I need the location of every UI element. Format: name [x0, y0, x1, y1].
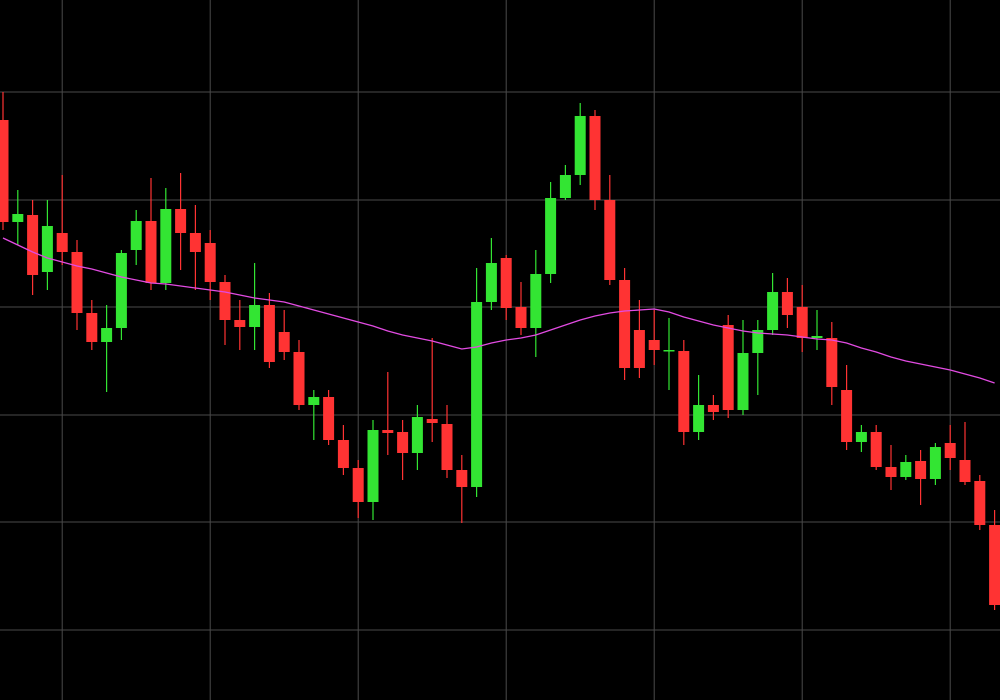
- candle-body: [944, 443, 956, 458]
- candle-body: [41, 226, 53, 272]
- candle-body: [382, 430, 394, 433]
- candle-body: [545, 198, 557, 274]
- candle-body: [915, 461, 927, 479]
- candle-body: [485, 263, 497, 302]
- candle-body: [811, 336, 823, 338]
- candle-body: [56, 233, 68, 252]
- candle-body: [604, 200, 616, 280]
- candle-body: [175, 209, 187, 233]
- candle-body: [707, 405, 719, 412]
- candle-body: [574, 116, 586, 175]
- candle-body: [929, 447, 941, 479]
- candle-body: [456, 470, 468, 487]
- candle-body: [678, 351, 690, 432]
- candle-body: [989, 525, 1000, 605]
- candle-body: [648, 340, 660, 350]
- candle-body: [900, 462, 912, 477]
- moving-average: [2, 237, 995, 384]
- candle-body: [160, 209, 172, 283]
- candle-body: [781, 292, 793, 315]
- candle-body: [293, 352, 305, 405]
- candle-body: [589, 116, 601, 200]
- candle-body: [826, 338, 838, 387]
- candle-body: [0, 120, 9, 222]
- candle-body: [204, 243, 216, 282]
- candle-body: [278, 332, 290, 352]
- candle-body: [752, 330, 764, 353]
- candle-body: [515, 307, 527, 328]
- candle-body: [263, 305, 275, 362]
- candle-body: [411, 417, 423, 453]
- candle-body: [426, 419, 438, 423]
- candle-body: [101, 328, 113, 342]
- candle-body: [693, 405, 705, 432]
- candle-body: [337, 440, 349, 468]
- candle-body: [219, 282, 231, 320]
- candle-body: [308, 397, 320, 405]
- candle-body: [841, 390, 853, 442]
- candle-body: [796, 307, 808, 338]
- candle-body: [619, 280, 631, 368]
- candle-body: [959, 460, 971, 482]
- candle-body: [234, 320, 246, 327]
- candle-body: [870, 432, 882, 467]
- candle-body: [722, 325, 734, 410]
- candle-body: [737, 353, 749, 410]
- candle-body: [145, 221, 157, 283]
- candle-body: [27, 215, 39, 275]
- candle-body: [471, 302, 483, 487]
- candle-body: [500, 258, 512, 308]
- candle-body: [441, 424, 453, 470]
- candle-body: [633, 330, 645, 368]
- candle-body: [249, 305, 261, 327]
- candle-body: [115, 253, 127, 328]
- candle-body: [663, 350, 675, 352]
- candle-body: [71, 252, 83, 313]
- candle-body: [189, 233, 201, 252]
- candle-body: [323, 397, 335, 440]
- candle-body: [367, 430, 379, 502]
- candle-body: [530, 274, 542, 328]
- candle-body: [767, 292, 779, 330]
- candle-body: [885, 467, 897, 477]
- candle-body: [397, 432, 409, 453]
- candle-body: [86, 313, 98, 342]
- candle-body: [855, 432, 867, 442]
- candle-body: [352, 468, 364, 502]
- candle-body: [559, 175, 571, 198]
- candle-body: [974, 481, 986, 525]
- candle-body: [130, 221, 142, 250]
- candle-body: [12, 214, 24, 222]
